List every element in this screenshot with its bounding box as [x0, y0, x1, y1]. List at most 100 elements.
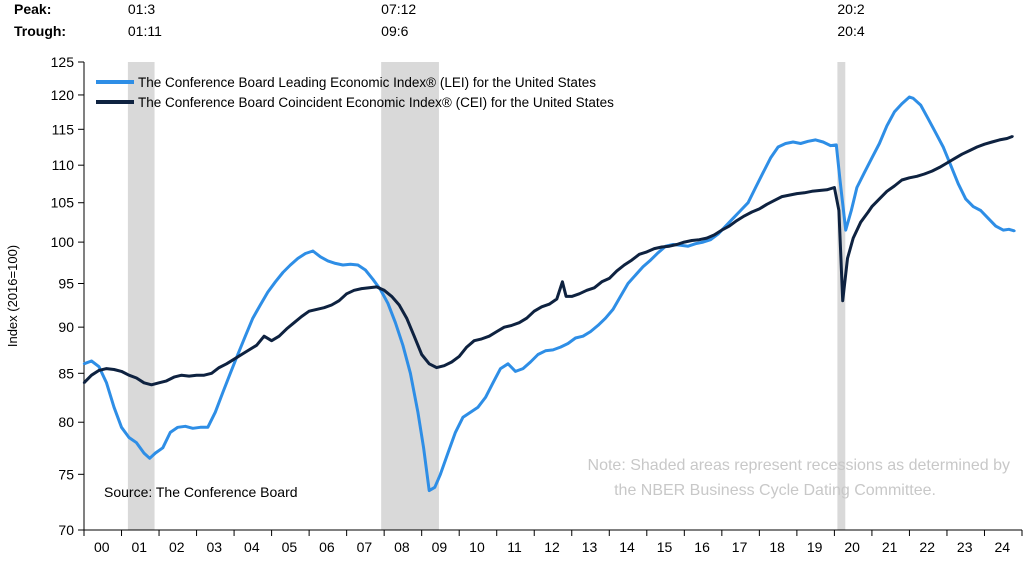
cei-data-point — [240, 353, 243, 356]
lei-data-point — [326, 259, 330, 263]
lei-data-point — [289, 263, 292, 267]
x-tick-label: 22 — [919, 539, 935, 555]
cei-data-point — [540, 305, 543, 308]
cei-data-point — [488, 335, 491, 338]
lei-data-point — [251, 317, 254, 320]
cei-data-point — [548, 303, 551, 306]
lei-data-point — [844, 228, 847, 232]
lei-data-point — [574, 336, 577, 340]
lei-data-point — [401, 344, 405, 347]
lei-data-point — [259, 303, 262, 307]
y-tick-label: 80 — [58, 414, 74, 430]
x-tick-label: 18 — [769, 539, 785, 555]
legend-label-cei: The Conference Board Coincident Economic… — [138, 95, 614, 110]
cei-data-point — [846, 257, 849, 260]
x-tick-label: 15 — [657, 539, 673, 555]
cei-data-point — [1005, 137, 1009, 140]
lei-data-point — [551, 348, 555, 352]
lei-data-point — [433, 486, 436, 489]
lei-data-point — [199, 426, 202, 429]
lei-data-point — [311, 249, 315, 253]
lei-data-point — [754, 186, 757, 189]
cei-data-point — [990, 140, 994, 144]
lei-data-point — [120, 426, 123, 429]
cei-data-point — [232, 358, 236, 361]
lei-data-point — [296, 257, 300, 260]
cei-data-point — [322, 306, 326, 309]
cei-data-point — [825, 188, 829, 191]
cei-data-point — [413, 335, 416, 338]
lei-data-point — [908, 95, 911, 99]
lei-data-point — [746, 201, 750, 204]
lei-data-point — [784, 142, 787, 145]
cei-data-point — [352, 289, 356, 292]
recession-trough-label: 09:6 — [381, 23, 408, 39]
lei-data-point — [529, 360, 532, 364]
lei-data-point — [319, 255, 322, 258]
lei-data-point — [506, 362, 510, 365]
cei-data-point — [660, 245, 663, 249]
recession-peak-label: 20:2 — [837, 1, 864, 17]
lei-data-point — [281, 271, 285, 274]
lei-data-point — [987, 217, 990, 220]
lei-data-point — [829, 144, 832, 147]
y-tick-label: 120 — [51, 87, 75, 103]
cei-data-point — [810, 190, 814, 193]
recession-peak-label: 07:12 — [381, 1, 416, 17]
lei-data-point — [559, 345, 562, 349]
lei-data-point — [855, 186, 859, 189]
x-tick-label: 09 — [432, 539, 448, 555]
cei-data-point — [867, 210, 870, 214]
cei-data-point — [165, 379, 168, 383]
cei-data-point — [82, 381, 86, 384]
cei-data-point — [142, 381, 146, 384]
x-tick-label: 00 — [94, 539, 110, 555]
cei-data-point — [247, 348, 251, 352]
x-tick-label: 08 — [394, 539, 410, 555]
x-tick-label: 11 — [507, 539, 522, 555]
lei-data-point — [776, 145, 780, 149]
cei-data-point — [172, 375, 176, 379]
cei-data-point — [608, 277, 611, 280]
cei-data-point — [683, 240, 686, 244]
cei-data-point — [735, 219, 738, 222]
cei-data-point — [803, 191, 806, 194]
lei-data-point — [701, 240, 705, 244]
x-tick-label: 20 — [844, 539, 860, 555]
lei-data-point — [304, 252, 307, 255]
lei-data-point — [870, 156, 874, 160]
lei-data-point — [191, 427, 194, 430]
recession-trough-label: 01:11 — [128, 23, 162, 39]
lei-data-point — [536, 353, 540, 356]
y-tick-label: 110 — [52, 157, 75, 173]
lei-data-point — [656, 251, 660, 254]
lei-data-point — [942, 145, 945, 149]
cei-data-point — [105, 367, 108, 370]
cei-data-point — [330, 303, 333, 307]
lei-data-point — [634, 273, 637, 277]
lei-data-point — [364, 268, 367, 272]
cei-data-point — [833, 186, 836, 189]
lei-data-point — [850, 209, 853, 212]
cei-data-point — [202, 374, 206, 377]
cei-data-point — [398, 303, 401, 307]
lei-data-point — [799, 142, 802, 145]
cei-data-point — [593, 286, 596, 289]
lei-data-point — [356, 263, 360, 267]
cei-data-point — [668, 245, 671, 248]
lei-data-point — [581, 335, 585, 338]
lei-data-point — [694, 242, 697, 245]
cei-data-point — [653, 247, 656, 250]
lei-data-point — [176, 426, 179, 429]
cei-data-point — [345, 292, 348, 295]
lei-data-point — [105, 381, 108, 384]
cei-data-point — [533, 310, 536, 313]
cei-data-point — [908, 176, 911, 179]
cei-data-point — [561, 280, 564, 283]
cei-data-point — [420, 353, 423, 356]
cei-data-point — [983, 143, 986, 146]
cei-data-point — [443, 364, 446, 367]
cei-data-point — [383, 289, 386, 292]
cei-data-point — [390, 295, 393, 298]
cei-data-point — [788, 193, 791, 197]
